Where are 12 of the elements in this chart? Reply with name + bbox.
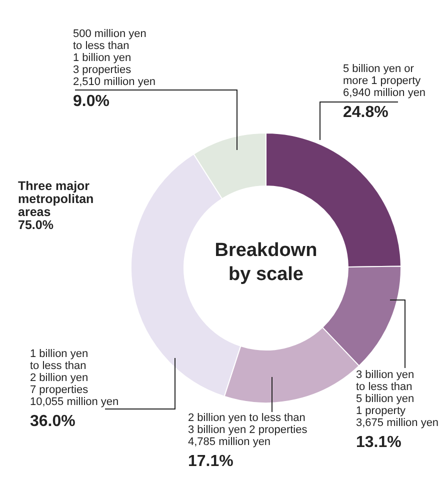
slice-label: 500 million yen to less than 1 billion yen 3 properties 2,510 million yen <box>73 28 156 88</box>
data-label: 24.8% <box>343 104 388 121</box>
slice-label: 1 billion yen to less than 2 billion yen 7 properties 10,055 million yen <box>30 348 119 408</box>
data-label: 13.1% <box>356 434 402 451</box>
data-label: 36.0% <box>30 413 76 430</box>
data-label: 17.1% <box>188 453 234 470</box>
text: Breakdown by scale <box>214 240 318 285</box>
slice-label: 3 billion yen to less than 5 billion yen 1 property 3,675 million yen <box>356 369 439 429</box>
slice-label: 5 billion yen or more 1 property 6,940 million yen <box>343 63 426 99</box>
data-label: 9.0% <box>73 93 110 110</box>
slice-label: 2 billion yen to less than 3 billion yen 2 properties 4,785 million yen <box>188 412 308 448</box>
text: Three major metropolitan areas 75.0% <box>18 179 94 232</box>
